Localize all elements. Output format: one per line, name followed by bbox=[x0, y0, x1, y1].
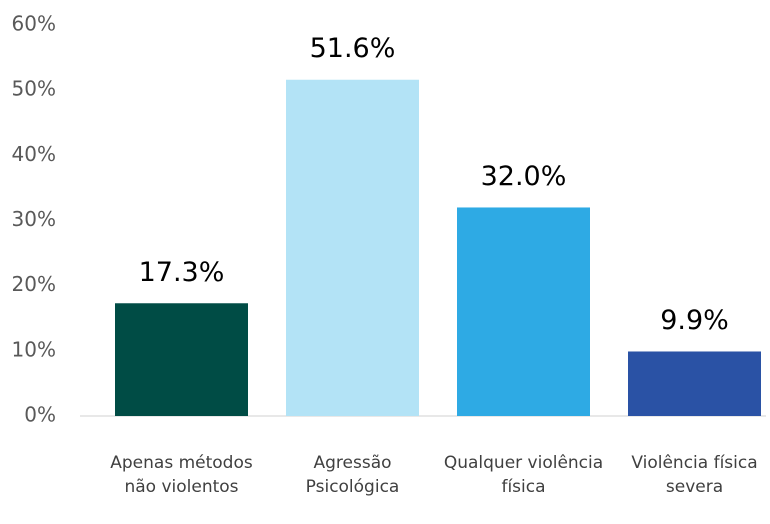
y-tick-label: 60% bbox=[12, 12, 56, 36]
value-label: 32.0% bbox=[481, 161, 567, 192]
value-label: 17.3% bbox=[139, 257, 225, 288]
y-tick-label: 0% bbox=[24, 403, 56, 427]
x-tick-label: Violência física severa bbox=[631, 453, 758, 497]
y-tick-label: 10% bbox=[12, 337, 56, 361]
bar bbox=[457, 207, 590, 416]
value-label: 51.6% bbox=[310, 33, 396, 64]
bar bbox=[628, 351, 761, 416]
y-tick-label: 50% bbox=[12, 77, 56, 101]
x-tick-label: Agressão Psicológica bbox=[305, 453, 400, 497]
y-tick-label: 30% bbox=[12, 207, 56, 231]
bar bbox=[115, 303, 248, 416]
y-tick-label: 20% bbox=[12, 272, 56, 296]
x-tick-label: Qualquer violência física bbox=[443, 453, 604, 497]
value-label: 9.9% bbox=[660, 305, 729, 336]
y-tick-label: 40% bbox=[12, 142, 56, 166]
x-tick-label: Apenas métodos não violentos bbox=[110, 453, 253, 497]
bar bbox=[286, 79, 419, 417]
